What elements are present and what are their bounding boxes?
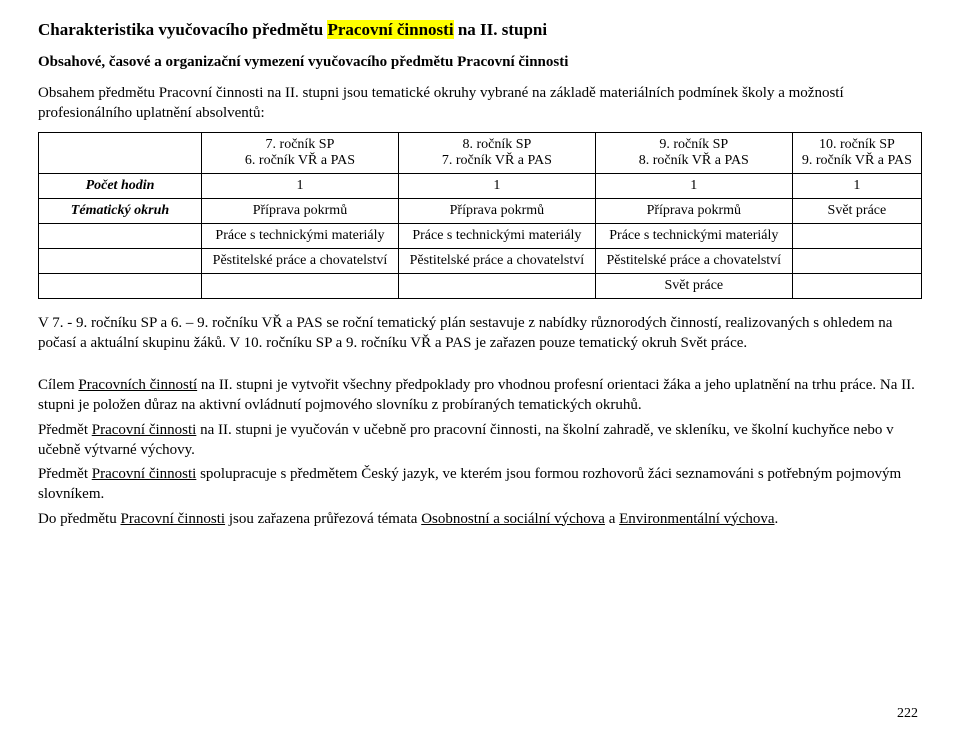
title-suffix: na II. stupni [454,20,548,39]
text: jsou zařazena průřezová témata [225,511,421,527]
table-cell [792,223,921,248]
table-cell: Práce s technickými materiály [202,223,399,248]
curriculum-table: 7. ročník SP 6. ročník VŘ a PAS8. ročník… [38,132,922,299]
table-header-cell: 8. ročník SP 7. ročník VŘ a PAS [398,132,595,173]
table-cell: Svět práce [792,198,921,223]
table-cell: Pěstitelské práce a chovatelství [595,248,792,273]
underlined-term: Pracovní činnosti [92,466,197,482]
table-cell: Pěstitelské práce a chovatelství [202,248,399,273]
table-header-cell: 10. ročník SP 9. ročník VŘ a PAS [792,132,921,173]
underlined-term: Pracovních činností [78,377,197,393]
table-cell [202,273,399,298]
table-row-label [39,223,202,248]
table-header-cell: 7. ročník SP 6. ročník VŘ a PAS [202,132,399,173]
underlined-term: Osobnostní a sociální výchova [421,511,605,527]
table-cell: Práce s technickými materiály [398,223,595,248]
table-cell [398,273,595,298]
underlined-term: Pracovní činnosti [92,422,197,438]
text: . [775,511,779,527]
table-cell: Práce s technickými materiály [595,223,792,248]
text: Do předmětu [38,511,120,527]
table-cell [792,248,921,273]
document-page: Charakteristika vyučovacího předmětu Pra… [0,0,960,732]
table-cell: Příprava pokrmů [398,198,595,223]
table-cell: Příprava pokrmů [202,198,399,223]
intro-paragraph: Obsahem předmětu Pracovní činnosti na II… [38,83,922,124]
text: Předmět [38,466,92,482]
table-cell: 1 [595,173,792,198]
table-cell: 1 [792,173,921,198]
table-row-label: Tématický okruh [39,198,202,223]
paragraph-crosscut: Do předmětu Pracovní činnosti jsou zařaz… [38,509,922,529]
underlined-term: Pracovní činnosti [120,511,225,527]
table-cell: 1 [202,173,399,198]
underlined-term: Environmentální výchova [619,511,774,527]
table-cell: 1 [398,173,595,198]
text: Cílem [38,377,78,393]
table-cell: Svět práce [595,273,792,298]
table-row-label [39,248,202,273]
section-subtitle: Obsahové, časové a organizační vymezení … [38,54,922,71]
table-cell [792,273,921,298]
title-highlight: Pracovní činnosti [327,20,453,39]
table-corner [39,132,202,173]
table-row-label: Počet hodin [39,173,202,198]
text: a [605,511,619,527]
page-title: Charakteristika vyučovacího předmětu Pra… [38,20,922,40]
paragraph-location: Předmět Pracovní činnosti na II. stupni … [38,420,922,461]
page-number: 222 [897,706,918,722]
table-body: 7. ročník SP 6. ročník VŘ a PAS8. ročník… [39,132,922,298]
table-cell: Příprava pokrmů [595,198,792,223]
title-prefix: Charakteristika vyučovacího předmětu [38,20,327,39]
table-header-cell: 9. ročník SP 8. ročník VŘ a PAS [595,132,792,173]
table-cell: Pěstitelské práce a chovatelství [398,248,595,273]
text: Předmět [38,422,92,438]
paragraph-goal: Cílem Pracovních činností na II. stupni … [38,375,922,416]
paragraph-plan: V 7. - 9. ročníku SP a 6. – 9. ročníku V… [38,313,922,354]
paragraph-cooperation: Předmět Pracovní činnosti spolupracuje s… [38,464,922,505]
table-row-label [39,273,202,298]
